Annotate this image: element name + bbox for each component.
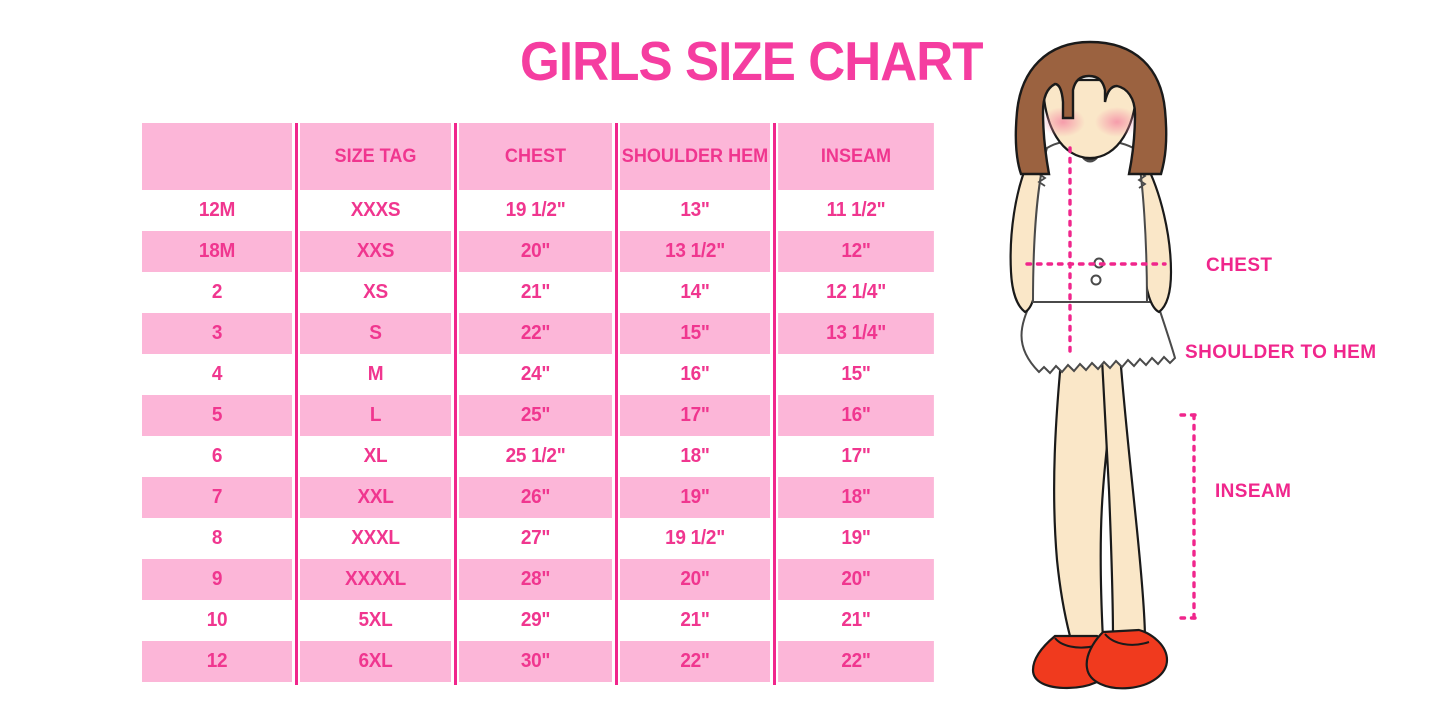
table-cell: 18M xyxy=(141,231,293,272)
table-cell: L xyxy=(299,395,452,436)
table-cell: 16" xyxy=(619,354,771,395)
table-cell: XXXXL xyxy=(299,559,452,600)
column-divider-4 xyxy=(773,123,776,685)
table-cell: 6XL xyxy=(299,641,452,682)
table-cell: 27" xyxy=(459,518,612,559)
table-cell: 19" xyxy=(778,518,934,559)
table-cell: 2 xyxy=(141,272,293,313)
table-cell: 5 xyxy=(141,395,293,436)
table-row: 18M XXS 20" 13 1/2" 12" xyxy=(138,231,938,272)
size-chart-table: SIZE TAG CHEST SHOULDER HEM INSEAM 12M XXXS 19… xyxy=(138,123,938,682)
column-divider-1 xyxy=(295,123,298,685)
table-cell: 25 1/2" xyxy=(459,436,612,477)
table-cell: 24" xyxy=(459,354,612,395)
table-cell: 3 xyxy=(141,313,293,354)
page-title: GIRLS SIZE CHART xyxy=(520,30,983,92)
table-cell: 14" xyxy=(619,272,771,313)
table-row: 12M XXXS 19 1/2" 13" 11 1/2" xyxy=(138,190,938,231)
face xyxy=(1041,78,1139,160)
table-cell: 20" xyxy=(619,559,771,600)
table-cell: 28" xyxy=(459,559,612,600)
table-row: 3 S 22" 15" 13 1/4" xyxy=(138,313,938,354)
table-cell: 8 xyxy=(141,518,293,559)
girl-illustration xyxy=(985,40,1445,700)
table-cell: 30" xyxy=(459,641,612,682)
measurement-guides xyxy=(1025,146,1200,620)
table-cell: XXS xyxy=(299,231,452,272)
table-cell: 9 xyxy=(141,559,293,600)
table-row: 2 XS 21" 14" 12 1/4" xyxy=(138,272,938,313)
table-cell: 18" xyxy=(778,477,934,518)
legs xyxy=(1053,338,1147,642)
table-row: 8 XXXL 27" 19 1/2" 19" xyxy=(138,518,938,559)
button-icon xyxy=(1090,274,1102,286)
table-cell: 12M xyxy=(141,190,293,231)
table-cell: S xyxy=(299,313,452,354)
table-cell: 19" xyxy=(619,477,771,518)
table-cell: 17" xyxy=(619,395,771,436)
table-cell: 16" xyxy=(778,395,934,436)
table-cell: 15" xyxy=(778,354,934,395)
table-cell: 21" xyxy=(619,600,771,641)
table-cell: 26" xyxy=(459,477,612,518)
table-row: 10 5XL 29" 21" 21" xyxy=(138,600,938,641)
header-cell-inseam: INSEAM xyxy=(778,123,934,190)
table-row: 6 XL 25 1/2" 18" 17" xyxy=(138,436,938,477)
table-cell: XXL xyxy=(299,477,452,518)
table-row: 4 M 24" 16" 15" xyxy=(138,354,938,395)
blush-right xyxy=(1095,107,1139,137)
table-cell: 22" xyxy=(778,641,934,682)
table-cell: 21" xyxy=(459,272,612,313)
table-cell: 5XL xyxy=(299,600,452,641)
table-cell: 20" xyxy=(459,231,612,272)
table-cell: 12 xyxy=(141,641,293,682)
column-divider-3 xyxy=(615,123,618,685)
table-cell: 7 xyxy=(141,477,293,518)
table-cell: 29" xyxy=(459,600,612,641)
table-cell: 20" xyxy=(778,559,934,600)
table-cell: 19 1/2" xyxy=(619,518,771,559)
skirt xyxy=(1020,301,1177,375)
table-cell: 12 1/4" xyxy=(778,272,934,313)
label-shoulder-to-hem: SHOULDER TO HEM xyxy=(1185,342,1377,363)
table-cell: 13" xyxy=(619,190,771,231)
shoes xyxy=(1031,628,1169,690)
table-cell: 13 1/2" xyxy=(619,231,771,272)
table-cell: 18" xyxy=(619,436,771,477)
table-row: 7 XXL 26" 19" 18" xyxy=(138,477,938,518)
table-cell: 21" xyxy=(778,600,934,641)
table-cell: 6 xyxy=(141,436,293,477)
table-cell: 25" xyxy=(459,395,612,436)
table-cell: 22" xyxy=(459,313,612,354)
table-cell: 15" xyxy=(619,313,771,354)
table-cell: 22" xyxy=(619,641,771,682)
table-cell: XS xyxy=(299,272,452,313)
table-cell: 4 xyxy=(141,354,293,395)
table-cell: 13 1/4" xyxy=(778,313,934,354)
table-body: SIZE TAG CHEST SHOULDER HEM INSEAM 12M XXXS 19… xyxy=(138,123,938,682)
header-cell-size xyxy=(141,123,293,190)
header-cell-shoulder-hem: SHOULDER HEM xyxy=(619,123,771,190)
label-inseam: INSEAM xyxy=(1215,481,1292,502)
table-row: 5 L 25" 17" 16" xyxy=(138,395,938,436)
table-cell: XL xyxy=(299,436,452,477)
table-cell: 19 1/2" xyxy=(459,190,612,231)
table-header-row: SIZE TAG CHEST SHOULDER HEM INSEAM xyxy=(138,123,938,190)
table-cell: XXXS xyxy=(299,190,452,231)
header-cell-chest: CHEST xyxy=(459,123,612,190)
table-row: 12 6XL 30" 22" 22" xyxy=(138,641,938,682)
table-cell: XXXL xyxy=(299,518,452,559)
label-chest: CHEST xyxy=(1206,255,1273,276)
table-cell: 10 xyxy=(141,600,293,641)
table-cell: 12" xyxy=(778,231,934,272)
header-cell-size-tag: SIZE TAG xyxy=(299,123,452,190)
table-cell: 17" xyxy=(778,436,934,477)
hair xyxy=(1014,40,1168,176)
table-cell: M xyxy=(299,354,452,395)
table-cell: 11 1/2" xyxy=(778,190,934,231)
table-row: 9 XXXXL 28" 20" 20" xyxy=(138,559,938,600)
column-divider-2 xyxy=(454,123,457,685)
